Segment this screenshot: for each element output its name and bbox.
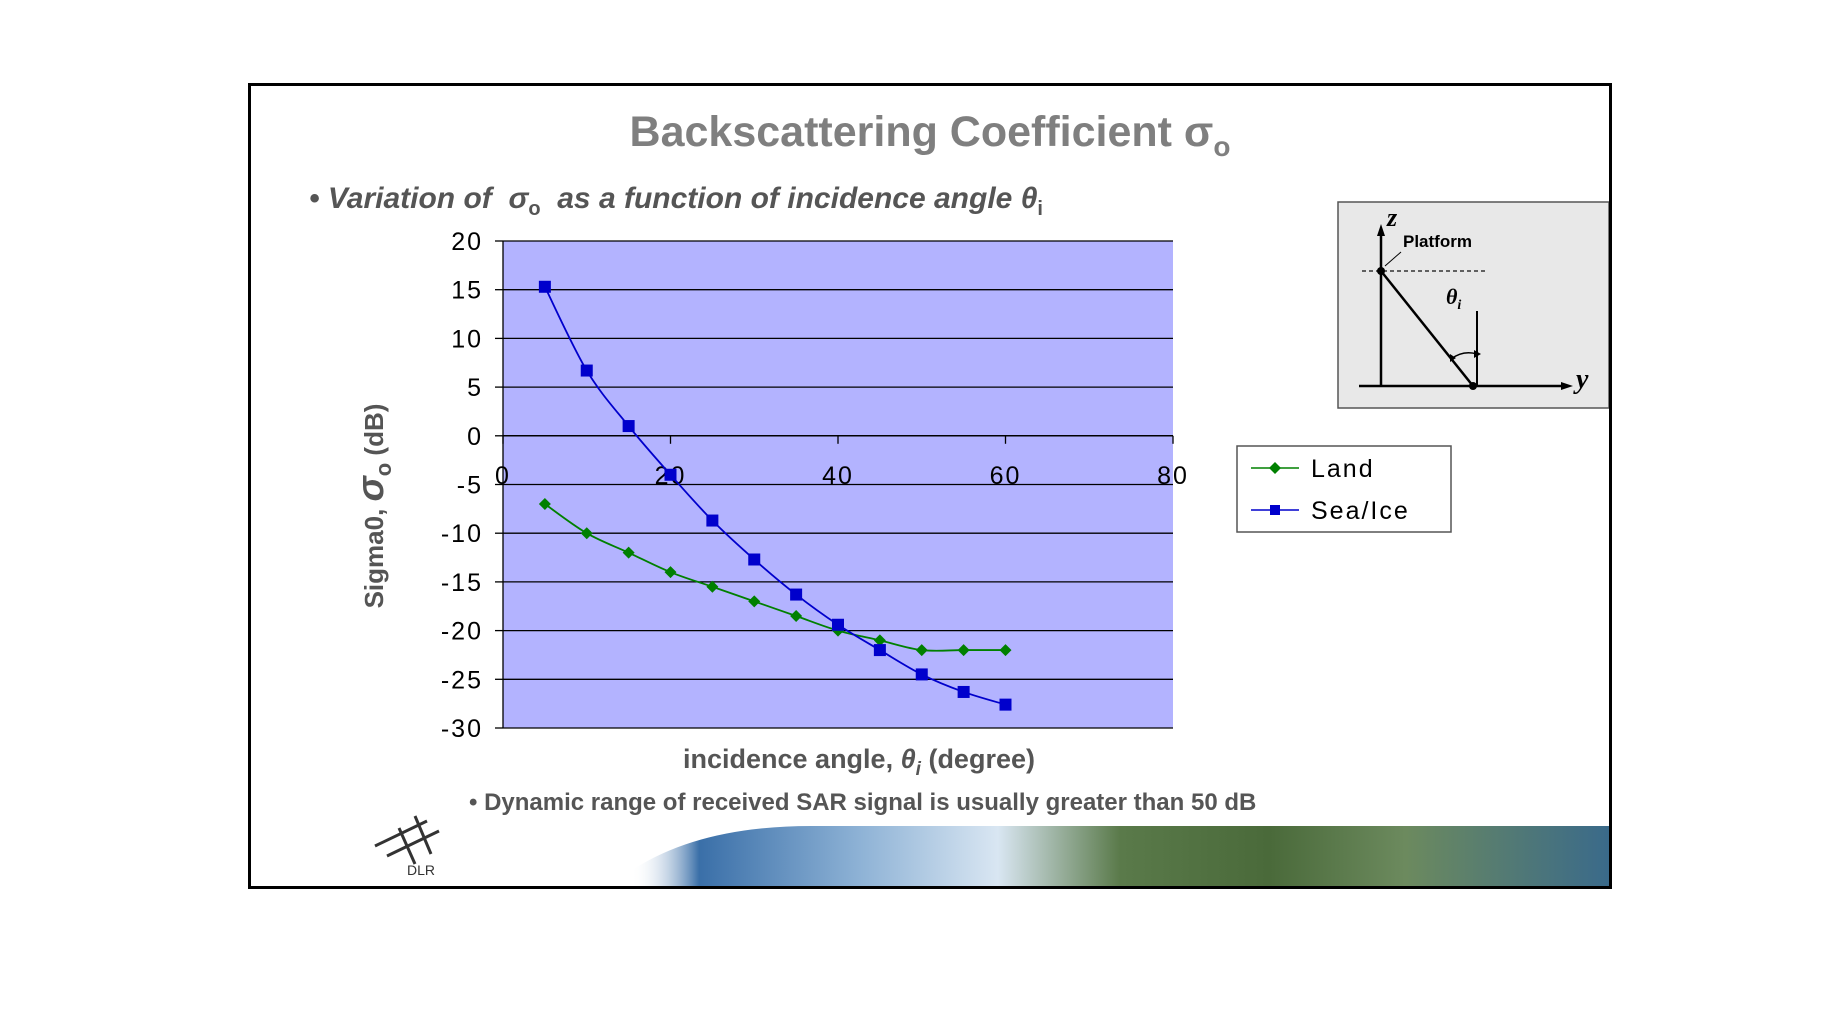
y-tick-label: 10 (451, 325, 483, 353)
data-point-sea-ice (622, 420, 635, 433)
data-point-land (538, 497, 551, 510)
x-tick-label: 0 (495, 462, 511, 490)
data-point-sea-ice (580, 364, 593, 377)
legend-land-marker (1269, 462, 1281, 474)
data-point-land (790, 609, 803, 622)
theta-subscript: i (1457, 298, 1461, 313)
z-axis-arrow (1377, 224, 1385, 236)
x-tick-labels: 020406080 (495, 462, 1189, 490)
data-point-land (622, 546, 635, 559)
legend-land-label: Land (1311, 455, 1375, 483)
data-point-land (999, 644, 1012, 657)
data-point-sea-ice (832, 618, 844, 631)
y-tick-label: -15 (441, 569, 483, 597)
data-point-sea-ice (873, 644, 886, 657)
ylabel-suffix: (dB) (359, 404, 389, 456)
slide: Backscattering Coefficient σo • Variatio… (248, 83, 1612, 889)
y-tick-label: 20 (451, 228, 483, 256)
y-tick-labels: 20 15 10 5 0 -5 -10 -15 -20 -25 -30 (441, 228, 483, 743)
y-tick-label: 0 (467, 423, 483, 451)
platform-label: Platform (1403, 232, 1472, 251)
data-point-land (873, 634, 886, 647)
bullet1-text: Variation of (327, 182, 492, 215)
data-point-land (580, 527, 593, 540)
geometry-diagram: z Platform θi y (1337, 201, 1609, 409)
data-point-land (706, 580, 719, 593)
slide-title: Backscattering Coefficient σo (251, 108, 1609, 163)
y-label: y (1573, 364, 1589, 395)
y-tick-label: -30 (441, 715, 483, 743)
y-axis-label: Sigma0, σo (dB) (350, 404, 396, 609)
theta-label: θi (1446, 284, 1461, 313)
legend: Land Sea/Ice (1236, 445, 1452, 533)
y-axis-arrow (1561, 382, 1573, 390)
xlabel-symbol: θ (901, 744, 916, 774)
data-point-land (748, 595, 761, 608)
data-point-sea-ice (999, 698, 1012, 711)
legend-sea-label: Sea/Ice (1311, 497, 1410, 525)
bullet-marker: • (309, 182, 320, 215)
gridlines (503, 240, 1173, 729)
xlabel-suffix: (degree) (928, 744, 1035, 774)
bullet1-sigma-sub: o (528, 198, 541, 220)
ylabel-prefix: Sigma0, (359, 509, 389, 609)
data-point-sea-ice (664, 468, 677, 481)
slant-range-line (1380, 270, 1474, 387)
y-tick-label: -10 (441, 520, 483, 548)
title-main-text: Backscattering Coefficient σ (629, 108, 1214, 156)
x-axis-label: incidence angle, θi (degree) (683, 744, 1035, 780)
theta-symbol: θ (1446, 284, 1458, 309)
data-point-sea-ice (706, 514, 719, 527)
y-tick-label: -20 (441, 618, 483, 646)
y-tick-label: 5 (467, 374, 483, 402)
xlabel-symbol-sub: i (916, 759, 922, 780)
y-tick-label: -5 (457, 472, 483, 500)
y-axis (495, 240, 504, 729)
data-point-land (957, 644, 970, 657)
y-tick-label: -25 (441, 666, 483, 694)
data-point-land (915, 644, 928, 657)
data-point-land (664, 566, 677, 579)
y-tick-label: 15 (451, 277, 483, 305)
xlabel-prefix: incidence angle, (683, 744, 893, 774)
dlr-logo-text: DLR (407, 862, 435, 878)
data-point-sea-ice (538, 280, 551, 293)
angle-arc-arrow-left (1450, 354, 1456, 362)
target-point (1469, 382, 1477, 390)
footer-earth-image (251, 826, 1609, 886)
bullet1-text2: as a function of incidence angle (557, 182, 1013, 215)
x-tick-label: 60 (990, 462, 1022, 490)
x-tick-label: 40 (822, 462, 854, 490)
legend-sea-marker (1270, 505, 1280, 515)
x-tick-label: 80 (1157, 462, 1189, 490)
bullet-variation: • Variation of σo as a function of incid… (309, 182, 1043, 221)
footer-earth-curve (611, 826, 811, 886)
bullet1-theta: θ (1020, 182, 1038, 215)
z-label: z (1386, 203, 1398, 232)
chart: 20 15 10 5 0 -5 -10 -15 -20 -25 -30 0 20 40 60 80 Sigm… (251, 201, 1609, 886)
ylabel-symbol-sub: o (371, 463, 396, 476)
diagram-frame (1337, 201, 1609, 409)
data-point-sea-ice (748, 553, 761, 566)
ylabel-symbol: σ (350, 474, 392, 501)
data-point-sea-ice (790, 588, 803, 601)
angle-arc-arrow-right (1474, 350, 1481, 358)
bullet1-theta-sub: i (1037, 198, 1043, 220)
data-point-sea-ice (957, 685, 970, 698)
platform-pointer (1384, 251, 1402, 267)
dlr-logo: DLR (374, 815, 440, 878)
title-subscript: o (1213, 131, 1231, 162)
series-layer (538, 280, 1012, 711)
bullet-dynamic-range: • Dynamic range of received SAR signal i… (469, 789, 1257, 816)
bullet1-sigma: σ (508, 182, 529, 215)
data-point-sea-ice (915, 668, 928, 681)
